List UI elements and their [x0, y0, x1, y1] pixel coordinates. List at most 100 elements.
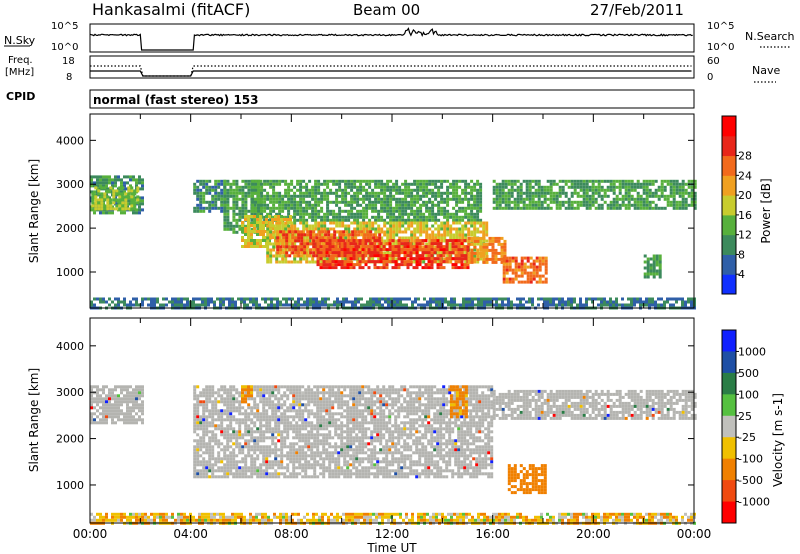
data-cell: [401, 206, 405, 210]
data-cell: [495, 203, 499, 207]
data-cell: [341, 197, 345, 201]
data-cell: [383, 206, 387, 210]
data-cell: [525, 179, 529, 183]
data-cell: [597, 179, 601, 183]
data-cell: [576, 194, 580, 198]
data-cell: [196, 400, 200, 404]
data-cell: [196, 457, 200, 461]
data-cell: [383, 194, 387, 198]
data-cell: [582, 197, 586, 201]
data-cell: [520, 274, 524, 278]
data-cell: [457, 260, 461, 264]
data-cell: [120, 388, 123, 392]
data-cell: [90, 397, 93, 401]
data-cell: [232, 397, 236, 401]
data-cell: [199, 475, 203, 479]
data-cell: [449, 230, 453, 234]
data-cell: [250, 224, 253, 227]
data-cell: [306, 303, 309, 307]
data-cell: [282, 233, 286, 237]
data-cell: [114, 409, 117, 413]
data-cell: [371, 257, 375, 261]
data-cell: [269, 206, 273, 210]
data-cell: [214, 406, 218, 410]
data-cell: [229, 391, 233, 395]
data-cell: [368, 221, 372, 225]
data-cell: [223, 436, 227, 440]
data-cell: [275, 200, 279, 204]
data-cell: [99, 181, 102, 185]
data-cell: [141, 412, 144, 416]
data-cell: [259, 218, 262, 221]
data-cell: [220, 182, 224, 186]
data-cell: [126, 175, 129, 179]
data-cell: [546, 303, 549, 307]
data-cell: [344, 188, 348, 192]
data-cell: [100, 204, 104, 208]
data-cell: [436, 242, 440, 246]
data-cell: [216, 297, 219, 301]
data-cell: [208, 448, 212, 452]
data-cell: [102, 412, 105, 416]
data-cell: [660, 179, 664, 183]
data-cell: [540, 200, 544, 204]
data-cell: [305, 200, 309, 204]
data-cell: [690, 297, 693, 301]
data-cell: [507, 179, 511, 183]
data-cell: [407, 206, 411, 210]
data-cell: [636, 197, 640, 201]
data-cell: [201, 300, 204, 304]
data-cell: [352, 266, 356, 270]
data-cell: [99, 175, 102, 179]
data-cell: [259, 227, 262, 230]
data-cell: [334, 266, 338, 270]
data-cell: [439, 254, 443, 258]
data-cell: [591, 203, 595, 207]
data-cell: [663, 303, 666, 307]
data-cell: [681, 191, 685, 195]
data-cell: [470, 242, 474, 246]
data-cell: [293, 185, 297, 189]
data-cell: [537, 297, 540, 301]
data-cell: [464, 194, 468, 198]
data-cell: [287, 197, 291, 201]
data-cell: [396, 303, 399, 307]
data-cell: [141, 388, 144, 392]
data-cell: [543, 303, 546, 307]
data-cell: [126, 205, 129, 209]
data-cell: [655, 263, 659, 267]
data-cell: [477, 303, 480, 307]
data-cell: [633, 185, 637, 189]
data-cell: [202, 388, 206, 392]
data-cell: [612, 182, 616, 186]
data-cell: [440, 197, 444, 201]
data-cell: [132, 415, 135, 419]
data-cell: [498, 297, 501, 301]
data-cell: [520, 268, 524, 272]
data-cell: [319, 254, 323, 258]
data-cell: [208, 394, 212, 398]
data-cell: [141, 187, 144, 191]
data-cell: [293, 191, 297, 195]
data-cell: [318, 230, 322, 234]
data-cell: [541, 274, 545, 278]
data-cell: [678, 206, 682, 210]
data-cell: [681, 206, 685, 210]
data-cell: [247, 182, 251, 186]
data-cell: [585, 197, 589, 201]
data-cell: [247, 215, 250, 218]
data-cell: [576, 203, 580, 207]
data-cell: [612, 300, 615, 304]
data-cell: [452, 182, 456, 186]
data-cell: [263, 197, 267, 201]
data-cell: [232, 197, 236, 201]
data-cell: [458, 179, 462, 183]
data-cell: [419, 179, 423, 183]
data-cell: [338, 200, 342, 204]
data-cell: [186, 303, 189, 307]
data-cell: [205, 472, 209, 476]
data-cell: [353, 206, 357, 210]
data-cell: [346, 248, 350, 252]
data-cell: [214, 409, 218, 413]
data-cell: [251, 179, 255, 183]
